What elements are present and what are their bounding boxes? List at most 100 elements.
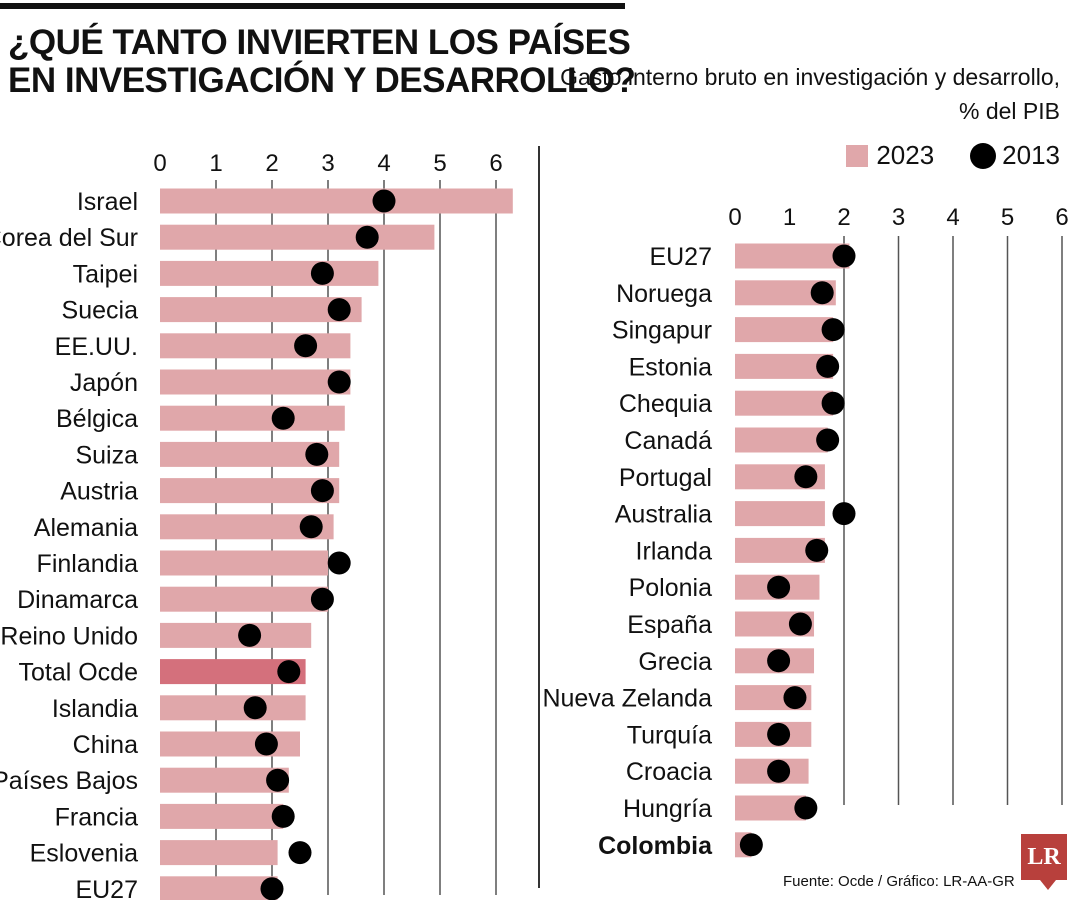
dot-2013 xyxy=(832,244,856,268)
dot-2013 xyxy=(355,225,379,249)
bar-2023 xyxy=(160,260,379,286)
lr-logo: LR xyxy=(1021,834,1067,890)
category-label: Chequia xyxy=(619,390,712,418)
bar-2023 xyxy=(735,317,834,343)
bar-2023 xyxy=(735,390,834,416)
bar-2023 xyxy=(735,501,825,527)
x-tick-label: 3 xyxy=(321,150,334,177)
bar-2023 xyxy=(160,478,340,504)
bar-2023 xyxy=(160,333,351,359)
dot-2013 xyxy=(767,722,791,746)
dot-2013 xyxy=(327,370,351,394)
category-label: Estonia xyxy=(629,353,712,381)
category-label: Grecia xyxy=(638,648,712,676)
category-label: China xyxy=(73,731,138,759)
title-rule xyxy=(0,3,625,9)
category-label: Taipei xyxy=(73,260,138,288)
legend-label-2023: 2023 xyxy=(876,140,935,170)
category-label: Turquía xyxy=(627,721,712,749)
category-label: España xyxy=(627,611,712,639)
bar-2023 xyxy=(160,731,300,757)
category-label: Total Ocde xyxy=(18,659,138,687)
bar-2023 xyxy=(160,550,328,576)
dot-2013 xyxy=(277,660,301,684)
bar-2023 xyxy=(160,188,513,214)
bar-2023 xyxy=(735,427,828,453)
category-label: Croacia xyxy=(626,758,712,786)
dot-2013 xyxy=(260,877,284,900)
category-label: Noruega xyxy=(616,280,712,308)
dot-2013 xyxy=(810,281,834,305)
legend-swatch-2023 xyxy=(846,144,869,167)
dot-2013 xyxy=(294,334,318,358)
category-label: Irlanda xyxy=(636,537,713,565)
category-label: Nueva Zelanda xyxy=(542,685,712,713)
dot-2013 xyxy=(327,298,351,322)
category-label: Canadá xyxy=(624,427,712,455)
dot-2013 xyxy=(266,768,290,792)
category-label: Australia xyxy=(615,501,712,529)
category-label: Finlandia xyxy=(37,550,139,578)
x-tick-label: 1 xyxy=(783,204,796,231)
legend-marker-2013 xyxy=(970,142,997,169)
category-label: Bélgica xyxy=(56,405,138,433)
dot-2013 xyxy=(299,515,323,539)
category-label: Islandia xyxy=(52,695,138,723)
category-label: Portugal xyxy=(619,464,712,492)
category-label: Suecia xyxy=(62,297,139,325)
dot-2013 xyxy=(327,551,351,575)
dot-2013 xyxy=(794,465,818,489)
dot-2013 xyxy=(816,428,840,452)
dot-2013 xyxy=(767,649,791,673)
bar-2023 xyxy=(160,695,306,721)
category-label: Hungría xyxy=(623,795,712,823)
bar-2023 xyxy=(160,622,312,648)
category-label: Colombia xyxy=(598,832,713,860)
category-label: Suiza xyxy=(75,441,138,469)
dot-2013 xyxy=(805,538,829,562)
bar-2023 xyxy=(160,876,278,900)
dot-2013 xyxy=(794,796,818,820)
dot-2013 xyxy=(788,612,812,636)
legend-label-2013: 2013 xyxy=(1002,140,1060,170)
legend: 2023 2013 xyxy=(846,140,1060,171)
category-label: Israel xyxy=(77,188,138,216)
x-tick-label: 5 xyxy=(1001,204,1014,231)
category-label: EU27 xyxy=(649,243,712,271)
x-tick-label: 1 xyxy=(209,150,222,177)
category-label: EE.UU. xyxy=(55,333,138,361)
x-tick-label: 0 xyxy=(728,204,741,231)
x-tick-label: 5 xyxy=(433,150,446,177)
dot-2013 xyxy=(739,833,763,857)
bar-2023 xyxy=(160,405,345,431)
dot-2013 xyxy=(271,804,295,828)
dot-2013 xyxy=(832,502,856,526)
x-tick-label: 4 xyxy=(946,204,959,231)
category-label: Alemania xyxy=(34,514,138,542)
dot-2013 xyxy=(821,318,845,342)
dot-2013 xyxy=(767,759,791,783)
category-label: EU27 xyxy=(75,876,138,900)
x-tick-label: 0 xyxy=(153,150,166,177)
dot-2013 xyxy=(310,479,334,503)
bar-2023 xyxy=(735,243,850,269)
dot-2013 xyxy=(305,442,329,466)
x-tick-label: 4 xyxy=(377,150,390,177)
dot-2013 xyxy=(310,587,334,611)
category-label: Eslovenia xyxy=(30,840,138,868)
dot-2013 xyxy=(254,732,278,756)
dot-2013 xyxy=(271,406,295,430)
bar-2023 xyxy=(160,586,328,612)
category-label: Polonia xyxy=(629,574,712,602)
dot-2013 xyxy=(243,696,267,720)
category-label: Países Bajos xyxy=(0,767,138,795)
x-tick-label: 3 xyxy=(892,204,905,231)
category-label: Singapur xyxy=(612,317,712,345)
category-label: Reino Unido xyxy=(0,622,138,650)
bar-2023 xyxy=(160,803,284,829)
panel-divider xyxy=(538,146,540,888)
category-label: Austria xyxy=(60,478,138,506)
chart-title: ¿QUÉ TANTO INVIERTEN LOS PAÍSES EN INVES… xyxy=(8,23,636,100)
chart-subtitle: Gasto interno bruto en investigación y d… xyxy=(560,64,1060,124)
x-tick-label: 6 xyxy=(489,150,502,177)
